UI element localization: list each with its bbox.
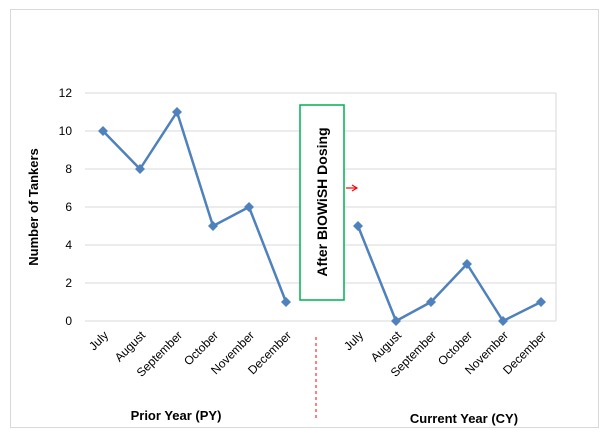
point-cy-august bbox=[391, 316, 401, 326]
annotation-box: After BIOWiSH Dosing bbox=[299, 104, 345, 301]
annotation-arrow bbox=[346, 184, 359, 192]
point-cy-october bbox=[462, 259, 472, 269]
x-tick-cy-july: July bbox=[341, 328, 366, 353]
point-py-august bbox=[135, 164, 145, 174]
y-tick-2: 2 bbox=[65, 276, 72, 290]
chart-frame bbox=[10, 9, 599, 428]
y-tick-10: 10 bbox=[59, 124, 73, 138]
series-lines bbox=[102, 110, 542, 323]
prior-year-label: Prior Year (PY) bbox=[131, 408, 222, 423]
y-tick-0: 0 bbox=[65, 314, 72, 328]
x-tick-py-july: July bbox=[86, 328, 111, 353]
y-tick-labels: 0 2 4 6 8 10 12 bbox=[59, 86, 73, 328]
series-line-py bbox=[102, 110, 288, 303]
annotation-text: After BIOWiSH Dosing bbox=[314, 127, 330, 276]
y-tick-4: 4 bbox=[65, 238, 72, 252]
point-py-july bbox=[98, 126, 108, 136]
y-axis-title: Number of Tankers bbox=[26, 148, 41, 266]
y-tick-12: 12 bbox=[59, 86, 73, 100]
point-cy-july bbox=[353, 221, 363, 231]
point-py-november bbox=[244, 202, 254, 212]
series-line-cy bbox=[356, 225, 542, 323]
point-py-september bbox=[172, 107, 182, 117]
x-tick-labels: July AugustSeptemberOctoberNovemberDecemb… bbox=[86, 328, 549, 380]
point-py-december bbox=[281, 297, 291, 307]
point-cy-september bbox=[426, 297, 436, 307]
current-year-label: Current Year (CY) bbox=[410, 411, 518, 426]
point-py-october bbox=[208, 221, 218, 231]
point-cy-december bbox=[536, 297, 546, 307]
y-tick-8: 8 bbox=[65, 162, 72, 176]
point-cy-november bbox=[498, 316, 508, 326]
data-points bbox=[98, 107, 546, 326]
y-tick-6: 6 bbox=[65, 200, 72, 214]
